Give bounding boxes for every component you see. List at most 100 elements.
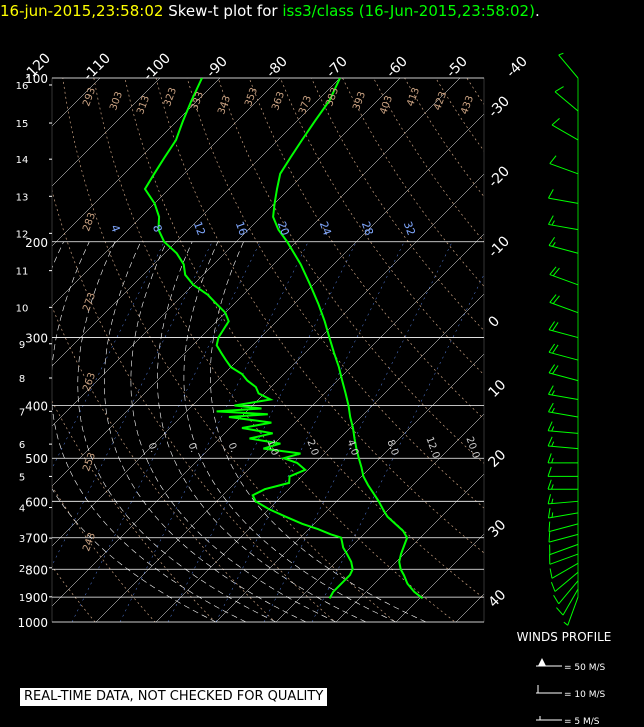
wind-barb-staff <box>548 245 579 254</box>
mixing-ratio-label: 4 <box>108 223 123 234</box>
wind-barb-staff <box>554 91 579 112</box>
pressure-tick-label: 900 <box>25 591 48 605</box>
wind-barb-staff <box>549 274 579 286</box>
isotherm-line <box>455 593 484 622</box>
wind-barb-flag <box>547 466 552 477</box>
wind-barb-flag <box>552 344 559 354</box>
sounding-traces <box>143 78 424 600</box>
wind-barb-staff <box>549 553 579 565</box>
dry-adiabat-line <box>248 78 484 420</box>
isotherm-line <box>52 78 281 307</box>
plot-frame <box>51 77 485 623</box>
isotherm-line <box>504 53 644 633</box>
wind-barb-half <box>551 498 554 504</box>
wind-barb-flag <box>548 215 554 225</box>
wind-barb-flag <box>548 402 554 413</box>
isotherm-line <box>52 78 461 487</box>
dry-adiabat-label: 303 <box>108 90 125 112</box>
wind-barb-half <box>551 512 554 518</box>
wind-barb-half <box>551 407 555 413</box>
top-temperature-label: -50 <box>443 53 470 80</box>
isotherm-line <box>215 353 484 622</box>
wind-barb-flag <box>553 594 560 605</box>
mixing-ratio-label: 28 <box>359 220 376 238</box>
height-tick-label: 6 <box>19 440 25 451</box>
mixing-ratio-line <box>263 241 453 622</box>
right-temperature-label: -10 <box>486 233 513 260</box>
height-tick-label: 3 <box>19 534 25 545</box>
mixing-ratio-label: 24 <box>317 220 334 238</box>
pressure-tick-label: 100 <box>25 72 48 86</box>
dry-adiabat-label: 363 <box>270 90 287 112</box>
winds-legend-label: = 50 M/S <box>564 663 606 673</box>
winds-legend-label: = 5 M/S <box>564 717 600 727</box>
right-temperature-label: -30 <box>486 93 513 120</box>
wind-barb-staff <box>548 197 579 204</box>
moist-adiabat-line <box>52 241 247 622</box>
dry-adiabat-line <box>279 78 484 376</box>
moist-adiabat-label: 20.0 <box>463 435 481 460</box>
dry-adiabat-label: 343 <box>216 94 233 116</box>
dry-adiabat-line <box>482 53 644 633</box>
wind-barb-staff <box>558 54 579 79</box>
wind-barb-staff <box>551 124 579 141</box>
wind-barb-flag <box>549 568 553 579</box>
wind-barb-half <box>551 220 555 226</box>
right-temperature-label: 30 <box>486 517 510 541</box>
height-tick-label: 4 <box>19 504 25 515</box>
wind-barb-staff <box>548 393 579 401</box>
wind-barb-flag <box>547 479 552 490</box>
wind-barb-staff <box>548 223 579 231</box>
height-tick-label: 1 <box>19 593 25 604</box>
wind-barb-staff <box>548 523 579 533</box>
pressure-tick-label: 1000 <box>17 616 48 630</box>
isotherm-line <box>52 113 484 547</box>
wind-barb-flag <box>547 508 551 519</box>
dry-adiabat-line <box>93 78 456 622</box>
mixing-ratio-label: 32 <box>401 220 418 238</box>
mixing-ratio-label: 12 <box>191 220 208 238</box>
pressure-tick-label: 200 <box>25 236 48 250</box>
wind-barb-flag <box>556 607 564 616</box>
wind-barb-staff <box>548 445 579 450</box>
wind-barb-flag <box>547 436 553 447</box>
isotherm-line <box>52 173 484 607</box>
isotherm-line <box>52 78 221 247</box>
dry-adiabat-label: 333 <box>189 90 206 112</box>
height-tick-label: 15 <box>16 119 29 130</box>
wind-barb-flag <box>548 189 554 199</box>
wind-barb-half <box>551 390 555 396</box>
wind-barb-flag <box>547 494 551 505</box>
isotherm-line <box>155 293 484 622</box>
pressure-tick-label: 300 <box>25 332 48 346</box>
dry-adiabat-line <box>342 78 484 287</box>
isotherm-line <box>395 533 484 622</box>
pennant-mark <box>538 658 546 666</box>
wind-barb-flag <box>554 86 564 93</box>
wind-barb-flag <box>549 266 557 275</box>
wind-barb-flag <box>547 453 552 464</box>
mixing-ratio-label: 20 <box>275 220 292 238</box>
dry-adiabat-label: 423 <box>432 90 449 112</box>
right-temperature-label: 40 <box>486 587 510 611</box>
dry-adiabat-label: 353 <box>243 86 260 108</box>
height-tick-label: 16 <box>16 81 29 92</box>
height-tick-label: 13 <box>16 192 29 203</box>
moist-adiabat-label: 8.0 <box>384 438 400 457</box>
wind-barb-flag <box>548 532 551 543</box>
top-temperature-label: -110 <box>80 50 114 84</box>
dry-adiabat-line <box>466 78 484 105</box>
height-tick-label: 8 <box>19 374 25 385</box>
title-datetime: 16-jun-2015,23:58:02 <box>0 2 164 20</box>
wind-barb-staff <box>551 562 579 579</box>
moist-adiabat-label: 12.0 <box>423 435 441 460</box>
wind-barb-staff <box>548 329 579 339</box>
dry-adiabat-label: 313 <box>135 94 152 116</box>
axis-labels: 1002003004005006007008009001000161514131… <box>16 50 531 630</box>
wind-barb-half <box>551 426 555 432</box>
winds-legend-title: WINDS PROFILE <box>517 630 612 644</box>
mixing-ratio-line <box>215 241 405 622</box>
dry-adiabat-line <box>62 78 396 622</box>
dry-adiabat-label: 293 <box>81 86 98 108</box>
wind-barb-flag <box>548 236 556 246</box>
